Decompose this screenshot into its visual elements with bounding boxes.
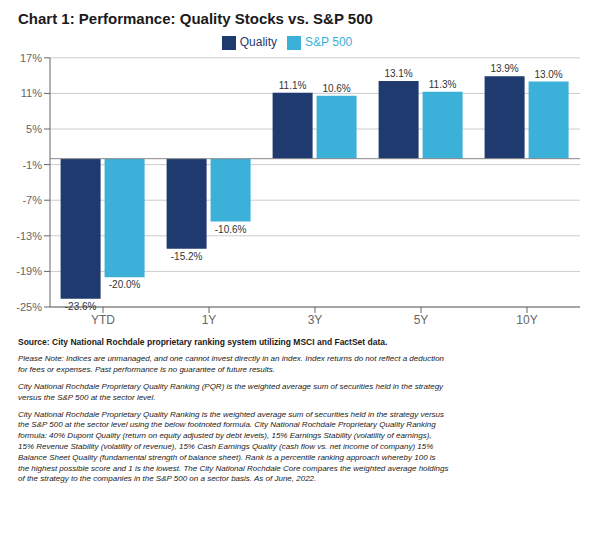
svg-text:11%: 11% [21,87,42,99]
svg-text:10.6%: 10.6% [322,83,350,94]
html-text:Please Note: Indices are unman: Please Note: Indices are unmanaged, and … [18,354,444,375]
svg-text:-19%: -19% [16,265,42,277]
html-text:City National Rochdale Proprie: City National Rochdale Proprietary Quali… [18,382,444,402]
svg-text:11.3%: 11.3% [429,79,457,90]
svg-text:11.1%: 11.1% [279,80,307,91]
svg-text:-10.6%: -10.6% [215,224,247,235]
svg-text:13.0%: 13.0% [534,69,562,80]
svg-text:-25%: -25% [16,301,42,313]
svg-text:YTD: YTD [91,313,115,327]
svg-text:3Y: 3Y [308,313,323,327]
svg-text:10Y: 10Y [516,313,537,327]
svg-text:-7%: -7% [22,194,42,206]
html-text:Source: City National Rochdale: Source: City National Rochdale proprieta… [18,337,388,347]
html-text:Quality: Quality [239,35,278,49]
svg-text:13.9%: 13.9% [490,63,518,74]
svg-text:1Y: 1Y [202,313,217,327]
svg-text:5%: 5% [26,123,42,135]
svg-text:-13%: -13% [16,230,42,242]
svg-text:13.1%: 13.1% [384,68,412,79]
html-text:Chart 1: Performance: Quality: Chart 1: Performance: Quality Stocks vs.… [18,10,373,27]
svg-text:5Y: 5Y [414,313,429,327]
html-text:S&P 500: S&P 500 [305,35,353,49]
svg-text:-20.0%: -20.0% [109,279,141,290]
html-text:City National Rochdale Proprie: City National Rochdale Proprietary Quali… [18,409,449,484]
svg-text:-15.2%: -15.2% [171,251,203,262]
svg-text:17%: 17% [20,52,42,64]
svg-text:-1%: -1% [22,159,42,171]
svg-text:-23.6%: -23.6% [65,301,97,312]
